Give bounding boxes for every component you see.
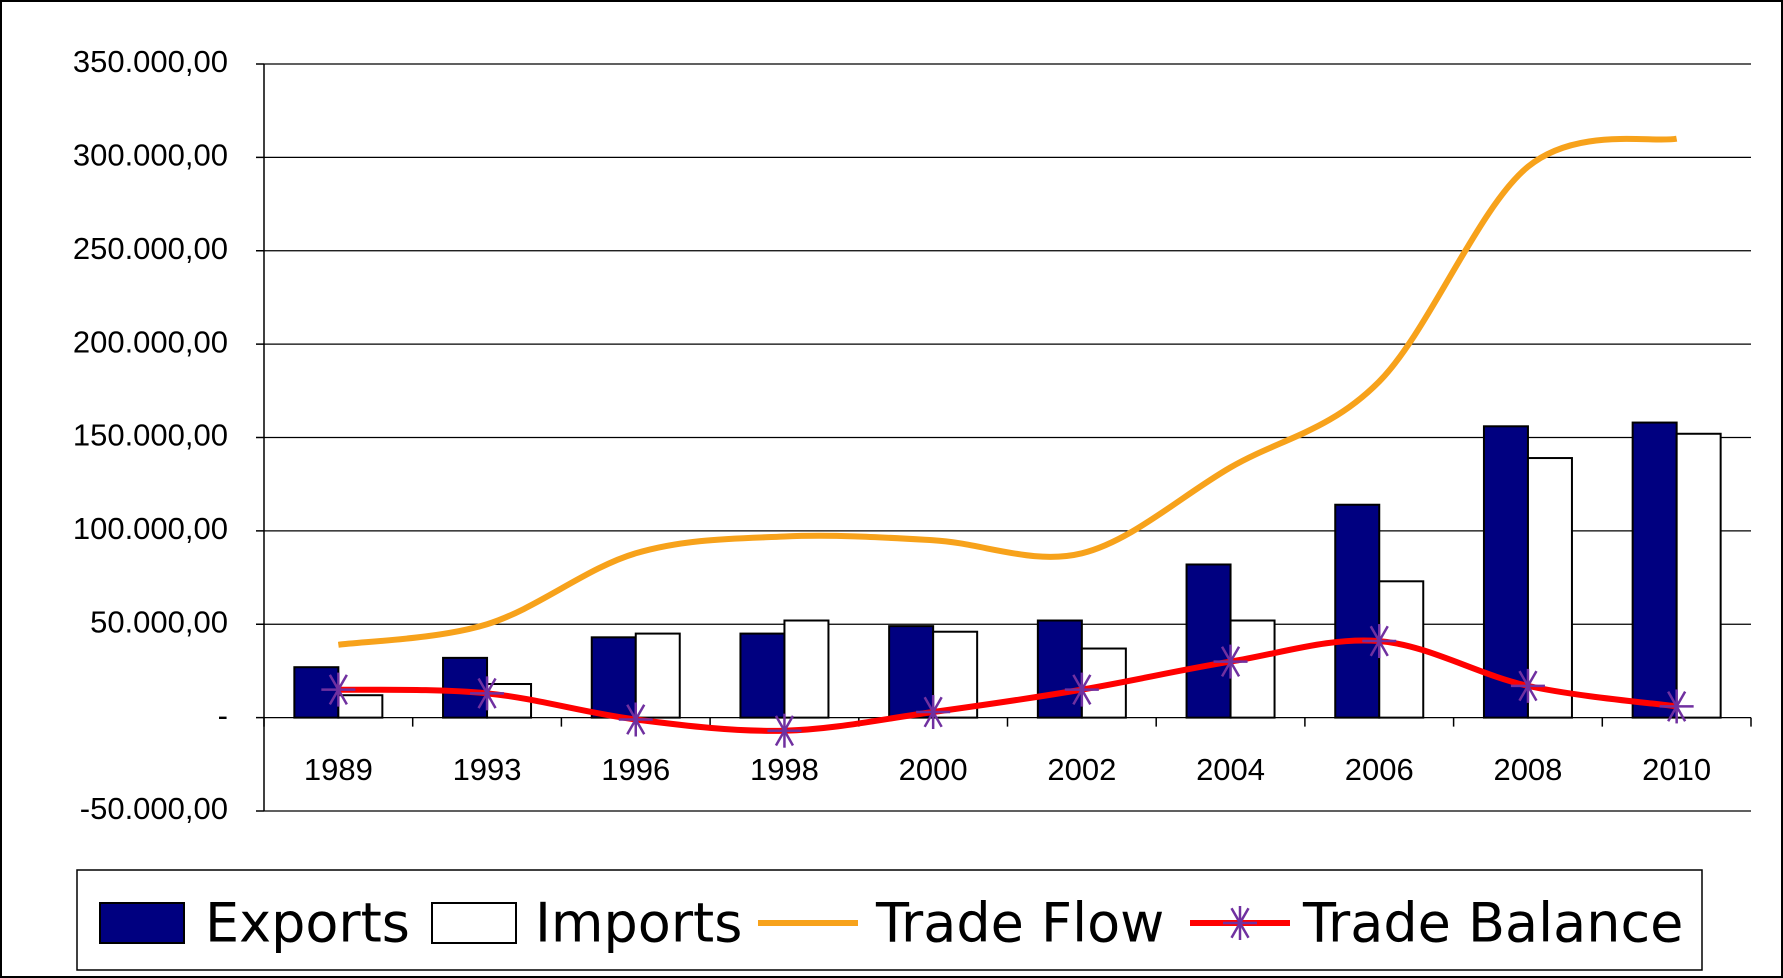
- y-tick-label: 50.000,00: [90, 604, 228, 639]
- marker: [618, 702, 653, 737]
- marker: [1213, 644, 1248, 679]
- x-tick-label: 2010: [1642, 752, 1711, 787]
- x-tick-label: 2002: [1047, 752, 1116, 787]
- marker: [1362, 624, 1397, 659]
- x-tick-label: 1989: [304, 752, 373, 787]
- bar: [932, 630, 979, 719]
- marker: [767, 713, 802, 748]
- legend-label: Exports: [205, 892, 410, 955]
- bar: [1229, 619, 1276, 719]
- bar: [1185, 563, 1232, 719]
- legend-marker: [1223, 906, 1257, 940]
- x-tick-label: 2008: [1493, 752, 1562, 787]
- bar: [442, 656, 489, 719]
- y-tick-label: 350.000,00: [73, 44, 228, 79]
- bar: [1675, 432, 1722, 719]
- bar: [634, 632, 681, 719]
- x-tick-label: 1998: [750, 752, 819, 787]
- marker: [1659, 689, 1694, 724]
- legend-label: Trade Flow: [875, 892, 1164, 955]
- bar: [888, 625, 935, 719]
- y-tick-label: 250.000,00: [73, 231, 228, 266]
- y-tick-label: -50.000,00: [80, 791, 228, 826]
- bar: [739, 632, 786, 719]
- bar: [1526, 457, 1573, 719]
- x-tick-label: 2000: [899, 752, 968, 787]
- bar: [293, 666, 340, 719]
- bar: [1631, 421, 1678, 719]
- y-tick-label: 200.000,00: [73, 324, 228, 359]
- y-tick-label: 300.000,00: [73, 138, 228, 173]
- bar: [1334, 503, 1381, 719]
- bar: [783, 619, 830, 719]
- bar: [337, 694, 384, 719]
- x-tick-label: 1996: [601, 752, 670, 787]
- y-tick-label: -: [218, 698, 228, 733]
- legend-box: [76, 869, 1703, 971]
- legend-swatch: [431, 902, 517, 944]
- marker: [470, 676, 505, 711]
- legend-swatch: [99, 902, 185, 944]
- legend-label: Imports: [535, 892, 742, 955]
- y-tick-label: 150.000,00: [73, 418, 228, 453]
- bar: [1482, 425, 1529, 719]
- line: [338, 637, 1678, 734]
- marker: [916, 695, 951, 730]
- x-tick-label: 2004: [1196, 752, 1265, 787]
- y-tick-label: 100.000,00: [73, 511, 228, 546]
- marker: [1064, 672, 1099, 707]
- marker: [1510, 668, 1545, 703]
- x-tick-label: 1993: [453, 752, 522, 787]
- marker: [321, 672, 356, 707]
- line: [337, 135, 1678, 648]
- legend-label: Trade Balance: [1302, 892, 1683, 955]
- x-tick-label: 2006: [1345, 752, 1414, 787]
